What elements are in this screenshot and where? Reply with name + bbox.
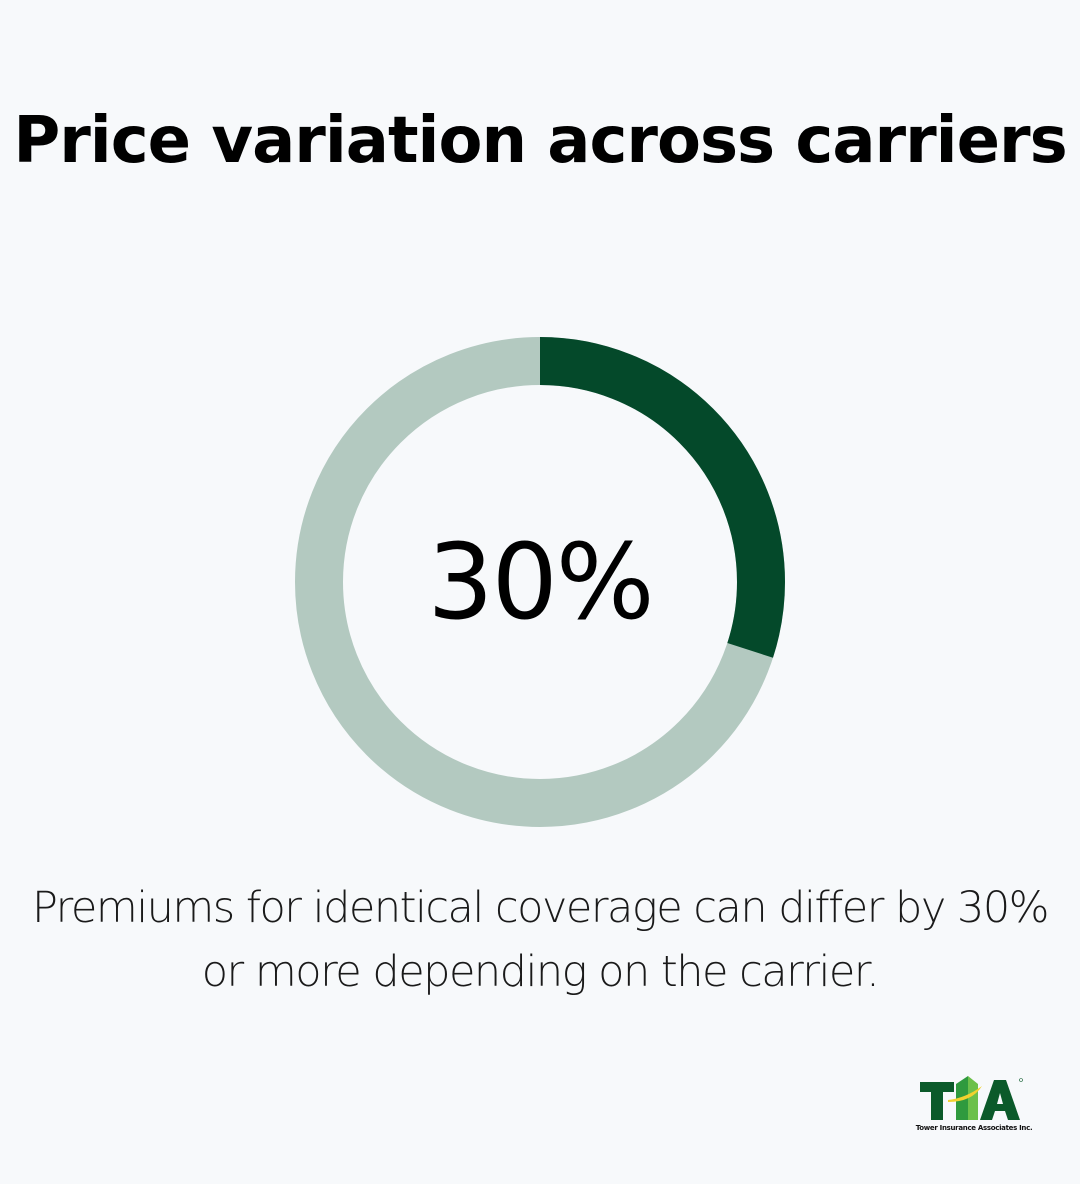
donut-chart: 30% [295,337,785,827]
page-title: Price variation across carriers [13,104,1067,178]
donut-ring [295,337,785,827]
company-name: Tower Insurance Associates Inc. [915,1124,1033,1132]
caption-text: Premiums for identical coverage can diff… [31,883,1050,997]
company-logo: Tower Insurance Associates Inc. [916,1074,1033,1136]
donut-filled-segment [295,337,785,827]
donut-center-value: 30% [427,521,654,643]
tia-logo-icon [920,1076,1023,1120]
